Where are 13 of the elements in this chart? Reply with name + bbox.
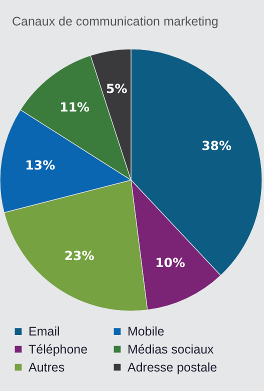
data-label: 13% [25,158,56,173]
data-label: 10% [155,255,186,270]
legend-label: Email [28,324,60,339]
data-label: 5% [106,81,128,96]
legend-label: Téléphone [28,342,88,356]
data-label: 11% [60,99,90,114]
legend-label: Mobile [128,324,164,339]
legend-label: Adresse postale [128,360,218,374]
legend-label: Médias sociaux [128,342,214,356]
data-label: 38% [202,138,232,154]
legend-label: Autres [28,360,65,374]
chart-title: Canaux de communication marketing [12,14,218,28]
data-label: 23% [64,248,95,264]
